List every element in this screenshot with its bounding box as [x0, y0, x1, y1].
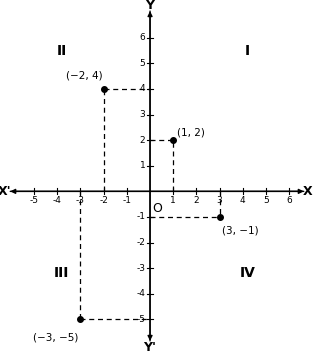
- Text: Y: Y: [146, 0, 154, 12]
- Text: -4: -4: [53, 196, 62, 205]
- Text: -3: -3: [136, 264, 145, 273]
- Text: -5: -5: [136, 315, 145, 324]
- Text: I: I: [245, 44, 250, 58]
- Text: X': X': [0, 185, 11, 198]
- Text: II: II: [57, 44, 67, 58]
- Text: -2: -2: [99, 196, 108, 205]
- Text: 3: 3: [140, 110, 145, 119]
- Text: III: III: [54, 266, 70, 280]
- Text: 5: 5: [263, 196, 269, 205]
- Text: (−3, −5): (−3, −5): [33, 332, 78, 342]
- Text: (−2, 4): (−2, 4): [66, 70, 102, 80]
- Text: Y': Y': [143, 341, 157, 352]
- Text: -4: -4: [137, 289, 145, 298]
- Text: 4: 4: [240, 196, 246, 205]
- Text: -1: -1: [122, 196, 131, 205]
- Text: 1: 1: [140, 161, 145, 170]
- Text: -3: -3: [76, 196, 85, 205]
- Text: 3: 3: [217, 196, 223, 205]
- Text: (3, −1): (3, −1): [222, 226, 258, 236]
- Text: 1: 1: [171, 196, 176, 205]
- Text: -1: -1: [136, 213, 145, 221]
- Text: 5: 5: [140, 59, 145, 68]
- Text: IV: IV: [240, 266, 255, 280]
- Text: O: O: [152, 202, 162, 215]
- Text: (1, 2): (1, 2): [177, 128, 205, 138]
- Text: 6: 6: [140, 33, 145, 42]
- Text: 2: 2: [194, 196, 199, 205]
- Text: 4: 4: [140, 84, 145, 94]
- Text: -2: -2: [137, 238, 145, 247]
- Text: -5: -5: [30, 196, 39, 205]
- Text: 6: 6: [286, 196, 292, 205]
- Text: 2: 2: [140, 136, 145, 145]
- Text: X: X: [303, 185, 313, 198]
